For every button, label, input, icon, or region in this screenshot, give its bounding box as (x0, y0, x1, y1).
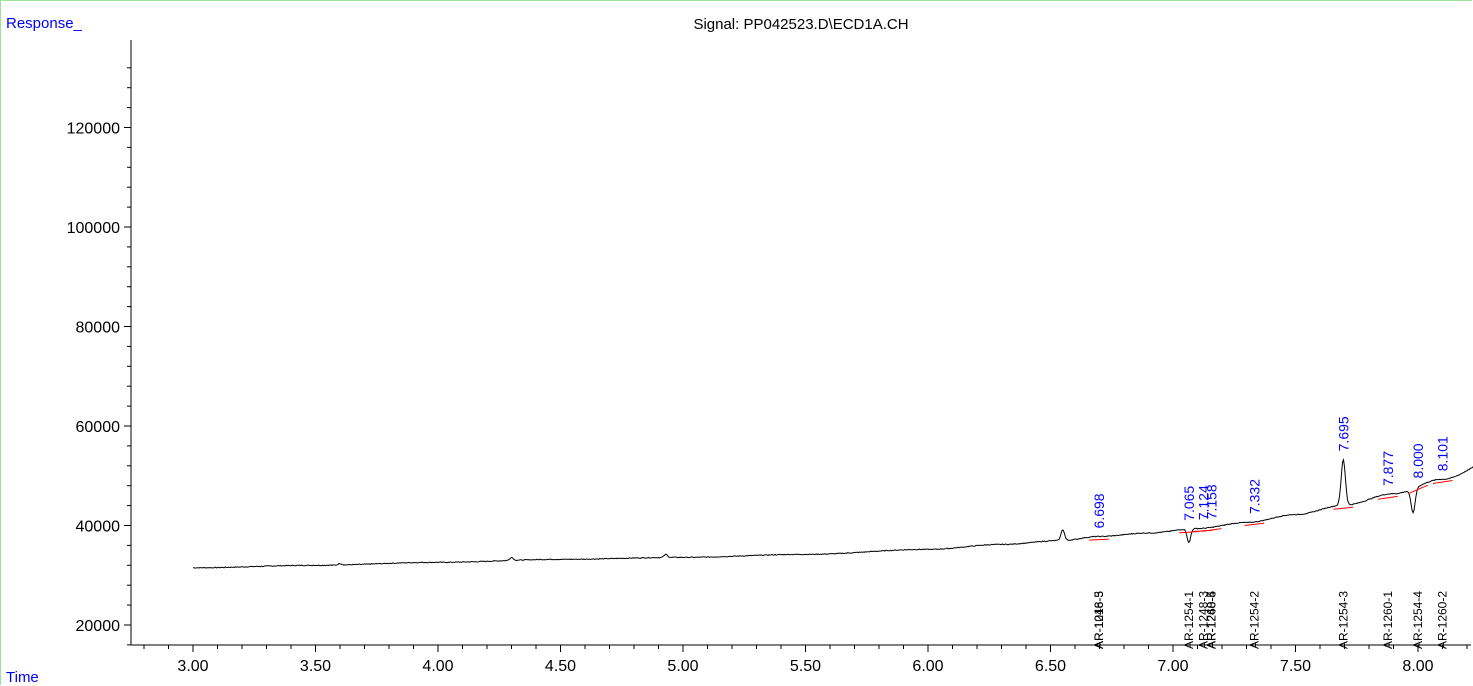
compound-label: AR-1248-5 (1092, 591, 1106, 649)
peak-rt-label: 7.065 (1181, 486, 1197, 521)
compound-label: AR-1254-1 (1182, 591, 1196, 649)
x-tick-label: 5.50 (790, 658, 821, 675)
compound-label: AR-1016-3 (1092, 591, 1106, 649)
integration-baseline (1333, 506, 1354, 510)
x-tick-label: 3.50 (300, 658, 331, 675)
integration-baseline (1201, 528, 1222, 532)
peak-rt-label: 8.101 (1435, 436, 1451, 471)
axes: 20000 40000 60000 80000 100000 120000 3.00 3.50… (67, 40, 1471, 675)
x-tick-label: 7.50 (1280, 658, 1311, 675)
peak-rt-label: 6.698 (1091, 493, 1107, 528)
compound-label: AR-1254-4 (1411, 591, 1425, 649)
x-tick-label: 3.00 (177, 658, 208, 675)
x-tick-label: 4.50 (545, 658, 576, 675)
peak-rt-label: 7.332 (1246, 479, 1262, 514)
compound-label: AR-1260-1 (1381, 591, 1395, 649)
peak-rt-label: 7.695 (1335, 416, 1351, 451)
integration-baseline (1408, 484, 1428, 495)
y-tick-label: 60000 (76, 419, 121, 436)
compound-label: AR-1248-3 (1196, 591, 1210, 649)
peak-rt-label: 7.124 (1195, 485, 1211, 520)
x-tick-label: 6.00 (912, 658, 943, 675)
peak-rt-label: 7.158 (1204, 484, 1220, 519)
signal-trace (192, 457, 1473, 569)
x-tick-label: 4.00 (422, 658, 453, 675)
compound-label: AR-1254-3 (1336, 591, 1350, 649)
x-tick-label: 7.00 (1157, 658, 1188, 675)
y-tick-label: 80000 (76, 320, 121, 337)
compound-label: AR-1254-2 (1247, 591, 1261, 649)
integration-baseline (1432, 479, 1453, 485)
integration-baseline (1244, 522, 1265, 527)
y-tick-label: 100000 (67, 220, 120, 237)
peak-rt-label: 7.877 (1380, 451, 1396, 486)
integration-baseline (1089, 538, 1109, 541)
x-axis-title: Time (6, 669, 39, 686)
y-axis-title: Response_ (6, 15, 82, 32)
integration-baseline (1377, 495, 1398, 500)
compound-label: AR-1248-4 (1205, 591, 1219, 649)
compound-label: AR-1260-5 (1205, 591, 1219, 649)
x-tick-label: 6.50 (1035, 658, 1066, 675)
x-tick-label: 8.00 (1402, 658, 1433, 675)
peak-rt-label: 8.000 (1410, 443, 1426, 478)
trace-layer (192, 457, 1473, 569)
chart-title: Signal: PP042523.D\ECD1A.CH (693, 16, 909, 33)
compound-label: AR-1260-2 (1436, 591, 1450, 649)
y-tick-label: 20000 (76, 618, 121, 635)
x-tick-label: 5.00 (667, 658, 698, 675)
y-tick-label: 40000 (76, 519, 121, 536)
y-tick-label: 120000 (67, 121, 120, 138)
